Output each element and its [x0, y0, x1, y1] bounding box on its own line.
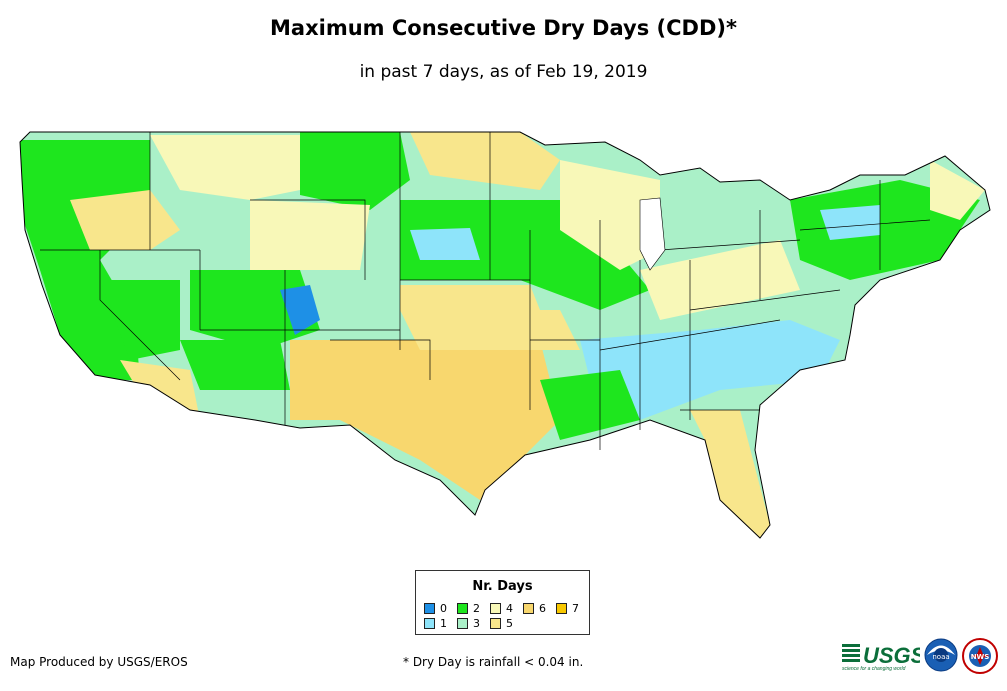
- legend-item-5: 5: [490, 618, 513, 630]
- legend-swatch-5: [490, 618, 501, 629]
- legend-label-4: 4: [506, 602, 513, 615]
- legend-item-7: 7: [556, 603, 579, 615]
- legend-swatch-7: [556, 603, 567, 614]
- region-ny-blue: [820, 205, 880, 240]
- legend-item-6: 6: [523, 603, 546, 615]
- nws-wordmark: NWS: [971, 653, 990, 661]
- region-southeast-blue: [580, 320, 840, 420]
- legend-swatch-6: [523, 603, 534, 614]
- legend-item-0: 0: [424, 603, 447, 615]
- legend-label-3: 3: [473, 617, 480, 630]
- state-boundaries: [40, 132, 931, 450]
- producer-credit: Map Produced by USGS/EROS: [10, 655, 188, 669]
- nws-logo: NWS: [962, 638, 998, 674]
- region-kansas-yellow: [400, 285, 540, 310]
- legend-label-2: 2: [473, 602, 480, 615]
- legend-swatch-3: [457, 618, 468, 629]
- region-wyoming-yellow: [250, 200, 370, 270]
- map-fill: [20, 132, 990, 538]
- legend-label-7: 7: [572, 602, 579, 615]
- usgs-wave-mark: [842, 644, 860, 662]
- legend-title: Nr. Days: [472, 579, 533, 594]
- region-oklahoma-yellow: [400, 310, 580, 350]
- usgs-tagline: science for a changing world: [842, 666, 906, 672]
- region-great-lakes-yellow: [560, 160, 660, 270]
- noaa-logo: noaa: [924, 638, 958, 672]
- legend-label-1: 1: [440, 617, 447, 630]
- legend-item-4: 4: [490, 603, 513, 615]
- usgs-wordmark: USGS: [863, 643, 920, 668]
- legend-label-5: 5: [506, 617, 513, 630]
- map-subtitle: in past 7 days, as of Feb 19, 2019: [359, 62, 648, 82]
- region-idaho-yellow: [70, 190, 180, 250]
- region-arizona-green: [180, 340, 290, 390]
- legend-item-2: 2: [457, 603, 480, 615]
- legend-label-6: 6: [539, 602, 546, 615]
- region-montana-mixed: [150, 135, 300, 200]
- region-colorado-blue: [280, 285, 320, 335]
- us-outline: [19, 131, 991, 539]
- region-nevada-green: [100, 280, 180, 360]
- legend-item-3: 3: [457, 618, 480, 630]
- region-gulf-green: [540, 370, 640, 440]
- region-florida-yellow: [690, 410, 770, 538]
- region-nd-yellow: [410, 132, 560, 190]
- legend-swatch-1: [424, 618, 435, 629]
- dry-day-footnote: * Dry Day is rainfall < 0.04 in.: [403, 655, 584, 669]
- region-texas-yellow: [290, 340, 560, 500]
- legend-label-0: 0: [440, 602, 447, 615]
- region-nebraska-blue: [410, 228, 480, 260]
- legend-swatch-4: [490, 603, 501, 614]
- usgs-logo: USGS science for a changing world: [842, 643, 920, 672]
- legend: Nr. Days 0 1 2 3 4 5 6 7: [415, 570, 590, 635]
- us-dry-days-map: [19, 131, 991, 539]
- legend-item-1: 1: [424, 618, 447, 630]
- map-title: Maximum Consecutive Dry Days (CDD)*: [270, 16, 737, 40]
- noaa-wordmark: noaa: [932, 653, 949, 661]
- lake-michigan: [639, 197, 666, 271]
- region-great-plains-green: [300, 132, 410, 210]
- legend-swatch-0: [424, 603, 435, 614]
- region-maine-yellow: [930, 160, 985, 220]
- legend-swatch-2: [457, 603, 468, 614]
